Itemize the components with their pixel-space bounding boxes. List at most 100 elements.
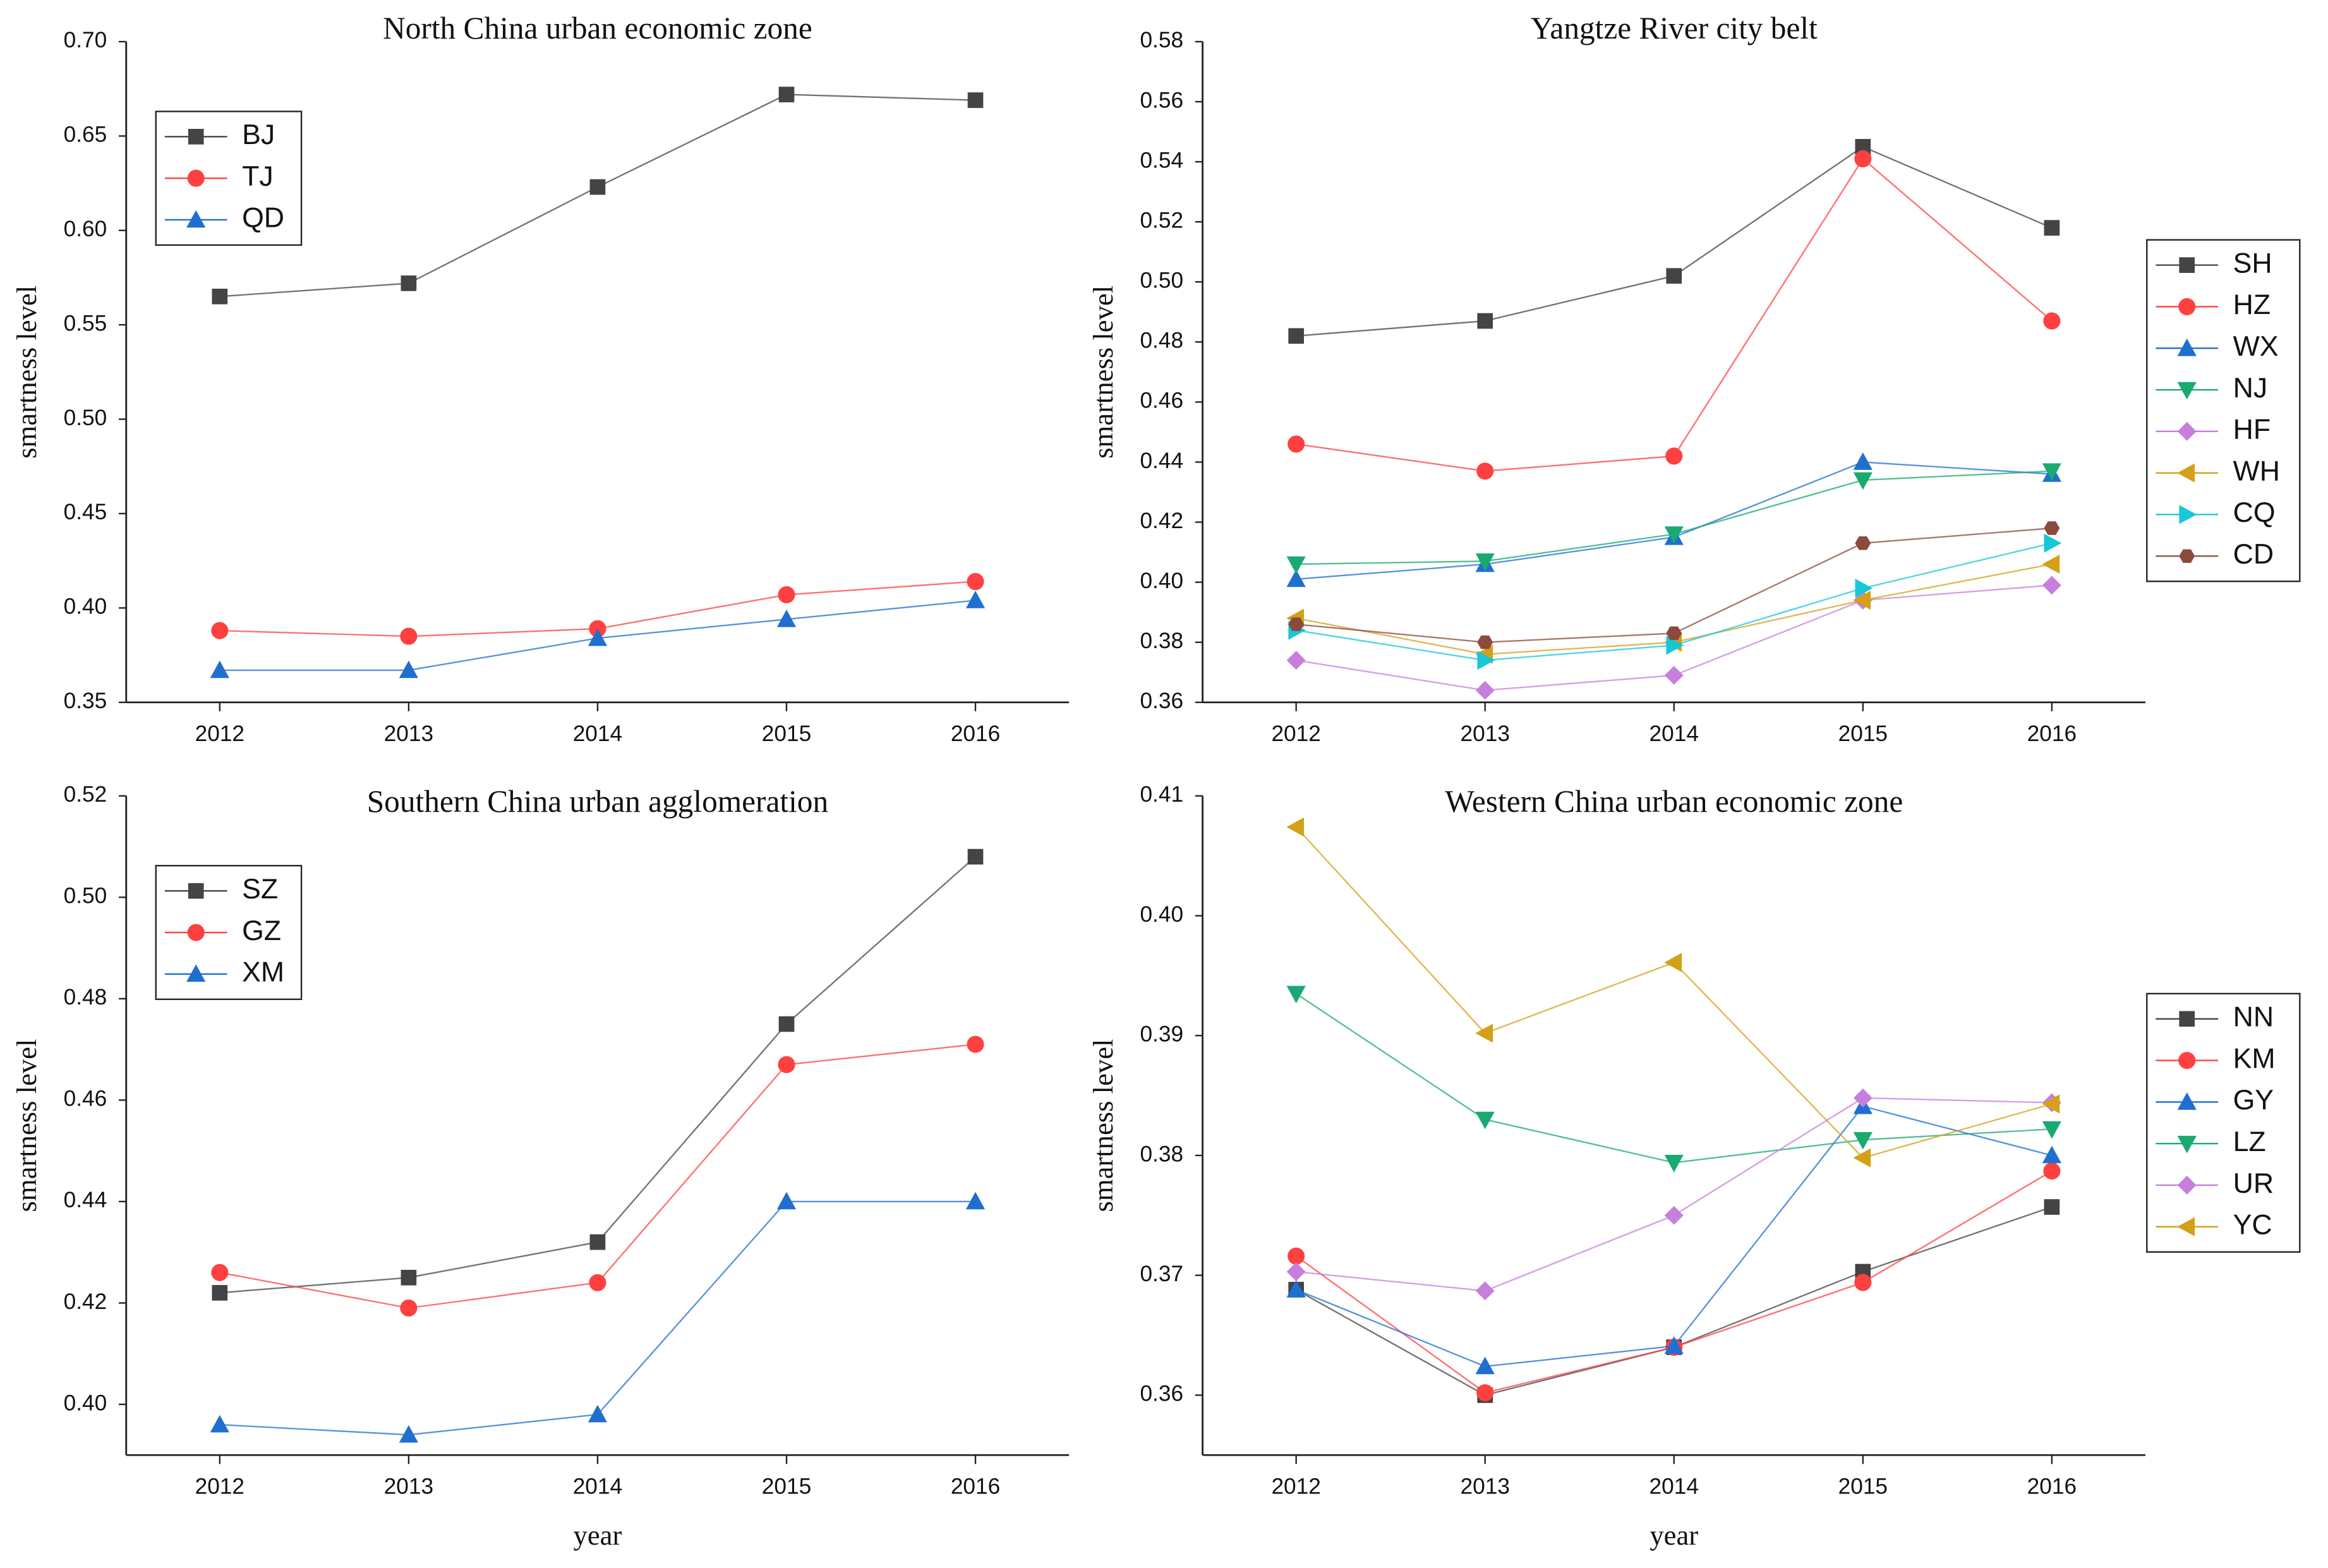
data-point xyxy=(1855,579,1873,598)
series-line xyxy=(1295,1170,2053,1394)
y-axis-label: smartness level xyxy=(1087,1039,1119,1212)
y-tick-label: 0.60 xyxy=(64,217,107,241)
data-point xyxy=(401,1269,417,1286)
data-point xyxy=(1286,986,1306,1004)
data-point xyxy=(1664,1336,1684,1354)
legend-label: UR xyxy=(2233,1168,2274,1199)
x-axis-label: year xyxy=(574,1519,622,1551)
series-line xyxy=(1296,992,2052,1164)
y-tick-label: 0.38 xyxy=(1140,629,1183,653)
data-point xyxy=(400,627,418,645)
data-point xyxy=(1286,569,1306,588)
legend-marker xyxy=(186,210,206,228)
data-point xyxy=(2044,1199,2060,1215)
legend-label: GY xyxy=(2233,1085,2274,1116)
data-point xyxy=(1853,1148,1871,1167)
y-tick-label: 0.40 xyxy=(64,1390,107,1415)
y-tick-label: 0.55 xyxy=(64,311,107,335)
x-tick-label: 2012 xyxy=(195,721,244,746)
data-point xyxy=(1666,268,1682,284)
legend-marker xyxy=(2177,338,2197,356)
legend-label: SH xyxy=(2233,248,2272,279)
y-tick-label: 0.36 xyxy=(1140,1382,1183,1406)
data-point xyxy=(776,609,797,627)
series-line xyxy=(1296,145,2053,337)
data-point xyxy=(1664,953,1682,972)
series-line xyxy=(1296,461,2052,581)
legend-marker xyxy=(2177,421,2197,441)
series-line xyxy=(1296,157,2053,472)
data-point xyxy=(1853,452,1873,470)
y-tick-label: 0.48 xyxy=(64,985,107,1010)
data-point xyxy=(1853,1088,1873,1107)
data-point xyxy=(1475,680,1495,700)
chart-title: Western China urban economic zone xyxy=(1445,784,1903,819)
series-line xyxy=(1295,826,2053,1159)
data-point xyxy=(967,848,984,865)
data-point xyxy=(1664,1205,1684,1225)
x-tick-label: 2013 xyxy=(1461,1474,1510,1499)
data-point xyxy=(210,1414,229,1433)
data-point xyxy=(967,1035,984,1053)
data-point xyxy=(1854,1274,1872,1291)
data-point xyxy=(401,275,417,291)
data-point xyxy=(1853,1131,1873,1150)
data-point xyxy=(400,1299,418,1317)
series-line xyxy=(219,856,976,1294)
data-point xyxy=(2043,1162,2061,1180)
legend-marker xyxy=(2177,1135,2197,1154)
chart-title: Yangtze River city belt xyxy=(1531,11,1818,45)
y-tick-label: 0.40 xyxy=(1140,569,1183,593)
y-tick-label: 0.40 xyxy=(1140,902,1183,927)
data-point xyxy=(778,586,795,603)
data-point xyxy=(589,1234,606,1250)
series-line xyxy=(1296,470,2052,565)
data-point xyxy=(1853,472,1873,490)
data-point xyxy=(1664,1155,1684,1173)
y-tick-label: 0.44 xyxy=(64,1188,107,1212)
y-tick-label: 0.46 xyxy=(1140,389,1183,413)
legend-marker xyxy=(187,169,205,187)
data-point xyxy=(588,628,608,646)
legend-marker xyxy=(188,129,204,145)
y-tick-label: 0.46 xyxy=(64,1087,107,1111)
legend-label: NN xyxy=(2233,1002,2274,1033)
data-point xyxy=(1286,817,1304,837)
x-tick-label: 2014 xyxy=(1650,721,1699,746)
data-point xyxy=(1665,447,1683,465)
legend-label: XM xyxy=(242,957,284,988)
x-tick-label: 2015 xyxy=(1838,721,1888,746)
data-point xyxy=(1288,1247,1305,1265)
legend-marker xyxy=(2177,1217,2195,1236)
y-tick-label: 0.37 xyxy=(1140,1262,1183,1286)
legend-label: HZ xyxy=(2233,289,2271,320)
data-point xyxy=(1475,1356,1495,1375)
x-tick-label: 2012 xyxy=(1271,721,1320,746)
data-point xyxy=(1476,462,1494,480)
data-point xyxy=(1288,435,1305,453)
x-tick-label: 2013 xyxy=(384,1474,433,1499)
legend-label: BJ xyxy=(242,119,275,150)
data-point xyxy=(2042,1094,2060,1114)
legend-label: YC xyxy=(2233,1210,2272,1241)
y-tick-label: 0.40 xyxy=(64,594,107,619)
legend-box xyxy=(2146,239,2301,582)
data-point xyxy=(399,1425,418,1443)
y-tick-label: 0.58 xyxy=(1140,28,1183,52)
y-tick-label: 0.41 xyxy=(1140,782,1183,807)
x-axis-label: year xyxy=(1650,1519,1698,1551)
legend-label: SZ xyxy=(242,874,278,905)
y-tick-label: 0.50 xyxy=(64,406,107,430)
data-point xyxy=(1477,313,1493,329)
data-point xyxy=(1288,617,1305,631)
y-tick-label: 0.39 xyxy=(1140,1022,1183,1047)
data-point xyxy=(2042,463,2061,481)
data-point xyxy=(1286,651,1306,670)
legend-label: KM xyxy=(2233,1043,2276,1074)
data-point xyxy=(212,1285,228,1301)
legend-label: GZ xyxy=(242,915,281,946)
x-tick-label: 2016 xyxy=(951,1474,1000,1499)
x-tick-label: 2014 xyxy=(573,721,622,746)
data-point xyxy=(210,660,229,678)
x-tick-label: 2014 xyxy=(1650,1474,1699,1499)
